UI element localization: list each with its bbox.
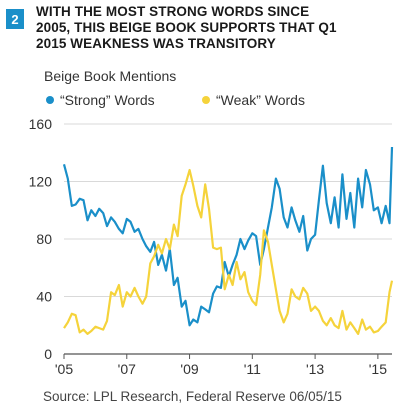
line-chart: Beige Book Mentions “Strong” Words “Weak… — [29, 68, 394, 377]
x-tick-label: '13 — [306, 361, 324, 377]
source-note: Source: LPL Research, Federal Reserve 06… — [43, 389, 342, 404]
series-line-strong — [62, 146, 394, 327]
y-axis-label: Beige Book Mentions — [44, 68, 176, 84]
x-tick-label: '15 — [369, 361, 387, 377]
gridlines — [64, 123, 392, 297]
legend-marker-weak — [202, 96, 210, 104]
legend-label-weak: “Weak” Words — [216, 92, 305, 108]
chart-title: WITH THE MOST STRONG WORDS SINCE 2005, T… — [36, 4, 386, 52]
y-tick-label: 80 — [36, 231, 52, 247]
chart-title-line: WITH THE MOST STRONG WORDS SINCE — [36, 4, 310, 19]
y-tick-label: 40 — [36, 289, 52, 305]
y-tick-label: 120 — [29, 174, 53, 190]
chart-title-line: 2015 WEAKNESS WAS TRANSITORY — [36, 36, 276, 51]
figure-number-badge: 2 — [6, 9, 24, 29]
y-tick-label: 0 — [44, 346, 52, 362]
y-tick-label: 160 — [29, 116, 53, 132]
x-tick-label: '09 — [180, 361, 198, 377]
legend-label-strong: “Strong” Words — [60, 92, 155, 108]
series-line-weak — [63, 168, 394, 335]
legend-marker-strong — [46, 96, 54, 104]
axes: 0 40 80 120 160 '05 '07 '09 '11 '13 '15 — [29, 116, 392, 377]
chart-title-line: 2005, THIS BEIGE BOOK SUPPORTS THAT Q1 — [36, 20, 337, 35]
series-lines — [62, 146, 394, 335]
legend: “Strong” Words “Weak” Words — [46, 92, 305, 108]
x-tick-label: '05 — [55, 361, 73, 377]
x-tick-label: '07 — [118, 361, 136, 377]
x-tick-label: '11 — [244, 361, 261, 377]
